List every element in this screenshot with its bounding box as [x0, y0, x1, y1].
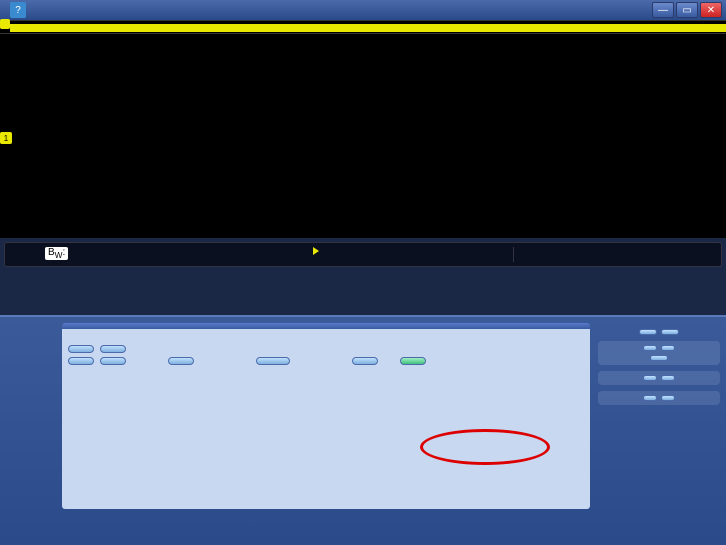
help-icon[interactable]: ?	[10, 2, 26, 18]
overview-bar[interactable]	[0, 20, 726, 34]
count-button[interactable]	[400, 357, 426, 365]
overview-marker[interactable]	[0, 19, 10, 29]
maximize-button[interactable]: ▭	[676, 2, 698, 18]
bw-label: BW:	[45, 247, 68, 260]
annotation-ellipse	[420, 429, 550, 465]
zoom2-button[interactable]	[643, 395, 657, 401]
set-button[interactable]	[68, 345, 94, 353]
overview-trace	[10, 24, 726, 32]
total-marks	[504, 441, 510, 453]
cursor1-button[interactable]	[643, 375, 657, 381]
close-button[interactable]: ✕	[700, 2, 722, 18]
menu-bar: ? — ▭ ✕	[0, 0, 726, 20]
channel-1-badge[interactable]: 1	[0, 132, 12, 144]
next-button[interactable]	[661, 345, 675, 351]
less-digits-button[interactable]	[256, 357, 290, 365]
digits-button[interactable]	[168, 357, 194, 365]
cursor2-button[interactable]	[661, 375, 675, 381]
clear-all-button[interactable]	[100, 357, 126, 365]
readout-bar: BW:	[4, 242, 722, 267]
results-panel	[0, 315, 726, 545]
setclr-button[interactable]	[650, 355, 668, 361]
zoom3-button[interactable]	[661, 395, 675, 401]
right-controls	[598, 317, 726, 545]
waveform-display[interactable]: 1	[0, 34, 726, 238]
minimize-button[interactable]: —	[652, 2, 674, 18]
set-all-button[interactable]	[68, 357, 94, 365]
export-button[interactable]	[352, 357, 378, 365]
trigger-icon	[313, 247, 319, 255]
clear-button[interactable]	[100, 345, 126, 353]
on-button[interactable]	[639, 329, 657, 335]
panel-tabs	[0, 317, 62, 545]
prev-button[interactable]	[643, 345, 657, 351]
off-button[interactable]	[661, 329, 679, 335]
